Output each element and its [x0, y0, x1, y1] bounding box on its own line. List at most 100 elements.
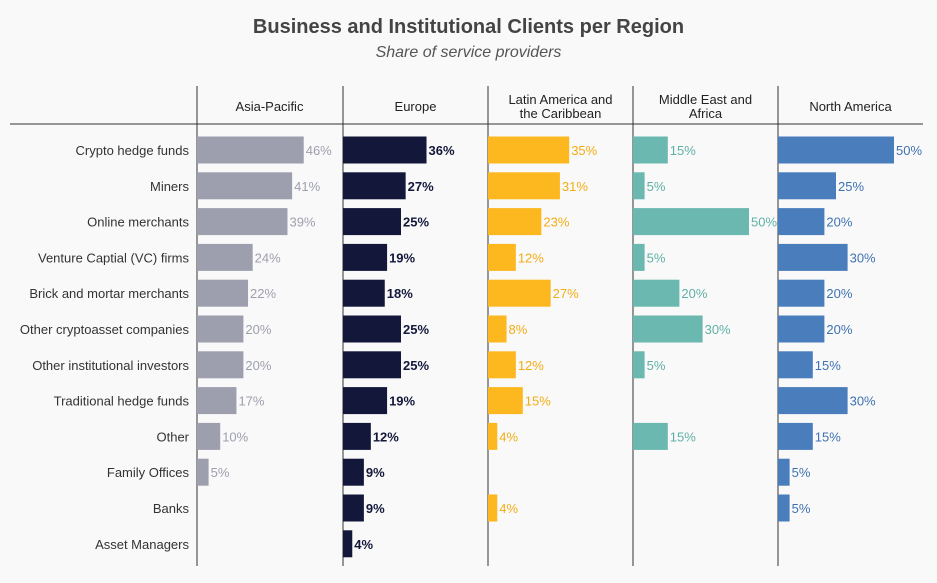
data-label: 25% [403, 215, 429, 230]
data-label: 46% [306, 143, 332, 158]
data-label: 41% [294, 179, 320, 194]
data-label: 20% [681, 286, 707, 301]
bar [778, 422, 813, 450]
bar [197, 208, 288, 236]
bar [343, 172, 406, 200]
category-label: Traditional hedge funds [54, 394, 190, 409]
bar [343, 208, 401, 236]
data-label: 19% [389, 250, 415, 265]
category-label: Other cryptoasset companies [20, 322, 190, 337]
bar [778, 172, 836, 200]
data-label: 8% [509, 322, 528, 337]
data-label: 31% [562, 179, 588, 194]
data-label: 23% [543, 215, 569, 230]
bar [778, 351, 813, 379]
bar [778, 315, 825, 343]
bar [633, 172, 645, 200]
data-label: 20% [826, 322, 852, 337]
data-label: 10% [222, 429, 248, 444]
data-label: 25% [838, 179, 864, 194]
bar [488, 387, 523, 415]
category-label: Miners [150, 179, 190, 194]
data-label: 35% [571, 143, 597, 158]
data-label: 5% [647, 358, 666, 373]
category-label: Family Offices [107, 465, 190, 480]
data-label: 24% [255, 250, 281, 265]
bar [488, 494, 498, 522]
category-label: Brick and mortar merchants [29, 286, 189, 301]
data-label: 20% [245, 358, 271, 373]
bar [488, 315, 507, 343]
panel-header: Asia-Pacific [236, 99, 304, 114]
category-label: Asset Managers [95, 537, 189, 552]
data-label: 15% [670, 429, 696, 444]
bar [197, 351, 244, 379]
data-label: 30% [705, 322, 731, 337]
bar [633, 243, 645, 271]
data-label: 5% [792, 465, 811, 480]
data-label: 4% [499, 429, 518, 444]
bar [778, 136, 894, 164]
bar [197, 136, 304, 164]
chart-subtitle: Share of service providers [375, 44, 562, 61]
bar [778, 243, 848, 271]
data-label: 30% [850, 250, 876, 265]
data-label: 15% [815, 429, 841, 444]
data-label: 12% [373, 429, 399, 444]
bar [633, 315, 703, 343]
chart-title: Business and Institutional Clients per R… [252, 16, 685, 38]
bar [488, 351, 516, 379]
data-label: 17% [238, 394, 264, 409]
data-label: 27% [553, 286, 579, 301]
data-label: 18% [387, 286, 413, 301]
bar [197, 279, 249, 307]
panel-header: Middle East and [659, 92, 752, 107]
data-label: 9% [366, 501, 385, 516]
bar [343, 243, 388, 271]
bar [343, 494, 364, 522]
category-label: Other [156, 429, 189, 444]
bar [633, 279, 680, 307]
data-label: 39% [289, 215, 315, 230]
bar [778, 208, 825, 236]
bar [343, 387, 388, 415]
data-label: 50% [751, 215, 777, 230]
data-label: 5% [211, 465, 230, 480]
bar [488, 208, 542, 236]
category-label: Online merchants [87, 215, 189, 230]
data-label: 19% [389, 394, 415, 409]
bar [197, 172, 293, 200]
panel-header: Europe [395, 99, 437, 114]
data-label: 25% [403, 358, 429, 373]
bar [778, 387, 848, 415]
data-label: 15% [815, 358, 841, 373]
bar [488, 136, 570, 164]
panel-header: the Caribbean [520, 106, 602, 121]
bar [197, 315, 244, 343]
data-label: 27% [408, 179, 434, 194]
category-label: Other institutional investors [32, 358, 189, 373]
bar [197, 458, 209, 486]
data-label: 20% [826, 286, 852, 301]
data-label: 5% [792, 501, 811, 516]
bar [633, 208, 749, 236]
data-label: 9% [366, 465, 385, 480]
data-label: 22% [250, 286, 276, 301]
data-label: 5% [647, 250, 666, 265]
data-label: 15% [525, 394, 551, 409]
data-label: 12% [518, 358, 544, 373]
bar [197, 422, 221, 450]
panel-header: Latin America and [508, 92, 612, 107]
bar [343, 136, 427, 164]
panel-header: Africa [689, 106, 723, 121]
category-label: Banks [153, 501, 190, 516]
bar [778, 279, 825, 307]
bar [778, 458, 790, 486]
data-label: 50% [896, 143, 922, 158]
category-label: Venture Captial (VC) firms [38, 250, 189, 265]
bar [633, 351, 645, 379]
bar [488, 279, 551, 307]
data-label: 15% [670, 143, 696, 158]
category-label: Crypto hedge funds [76, 143, 190, 158]
